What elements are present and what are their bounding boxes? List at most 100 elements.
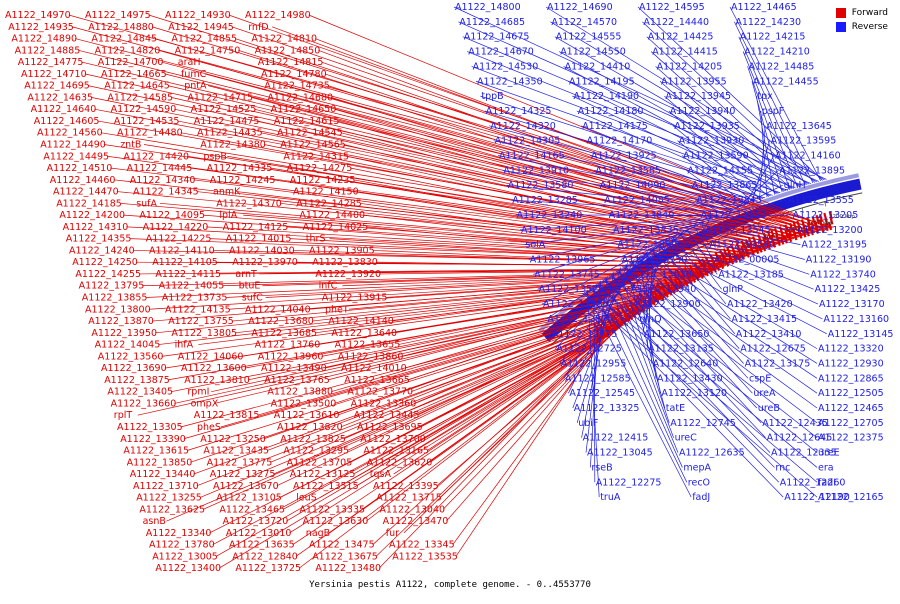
forward-gene-label: A1122_14220 (143, 222, 209, 233)
forward-gene-label: A1122_14040 (245, 304, 311, 315)
reverse-gene-label: A1122_13590 (683, 151, 749, 162)
forward-gene-label: A1122_13480 (315, 563, 381, 574)
legend: Forward Reverse (836, 6, 888, 34)
reverse-gene-label: A1122_14195 (569, 76, 635, 87)
reverse-gene-label: A1122_13425 (815, 284, 881, 295)
forward-gene-label: sufA (136, 198, 157, 209)
forward-gene-label: A1122_14150 (293, 187, 359, 198)
forward-gene-label: A1122_13830 (312, 257, 378, 268)
reverse-gene-label: A1122_13145 (828, 329, 894, 340)
reverse-gene-label: A1122_13955 (661, 76, 727, 87)
forward-gene-label: rnfD (248, 22, 268, 33)
reverse-gene-label: tpx (757, 91, 773, 102)
forward-gene-label: A1122_13735 (162, 293, 228, 304)
forward-gene-label: fur (386, 528, 399, 539)
reverse-gene-label: A1122_14165 (499, 151, 565, 162)
forward-gene-label: A1122_13295 (283, 446, 349, 457)
reverse-gene-label: ureA (753, 388, 776, 399)
forward-gene-label: A1122_14285 (296, 198, 362, 209)
reverse-gene-label: fadJ (692, 492, 710, 503)
forward-gene-label: btuE (239, 281, 261, 292)
forward-gene-label: A1122_13810 (184, 375, 250, 386)
reverse-gene-label: A1122_14230 (735, 17, 801, 28)
reverse-gene-label: A1122_13740 (810, 269, 876, 280)
reverse-gene-label: A1122_14570 (551, 17, 617, 28)
reverse-gene-label: A1122_13945 (665, 91, 731, 102)
forward-gene-label: A1122_14695 (24, 81, 90, 92)
reverse-gene-label: A1122_14170 (587, 136, 653, 147)
forward-gene-label: ihfA (175, 340, 194, 351)
forward-gene-label: A1122_13390 (120, 434, 186, 445)
forward-gene-label: A1122_14420 (123, 151, 189, 162)
reverse-gene-label: A1122_00005 (714, 255, 780, 266)
reverse-gene-label: A1122_12545 (569, 388, 635, 399)
forward-gene-label: A1122_14480 (117, 128, 183, 139)
reverse-gene-label: A1122_13240 (517, 210, 583, 221)
forward-gene-label: A1122_14545 (277, 128, 343, 139)
reverse-gene-label: glnH (784, 180, 806, 191)
forward-gene-label: A1122_13710 (133, 481, 199, 492)
reverse-gene-label: A1122_12505 (818, 388, 884, 399)
forward-gene-label: arnT (235, 269, 257, 280)
forward-gene-label: A1122_13960 (258, 351, 324, 362)
forward-gene-label: A1122_14255 (75, 269, 141, 280)
reverse-gene-label: A1122_12725 (556, 344, 622, 355)
forward-gene-label: A1122_14245 (210, 175, 276, 186)
forward-gene-label: A1122_13690 (101, 363, 167, 374)
reverse-gene-label: A1122_14440 (643, 17, 709, 28)
forward-gene-label: A1122_14250 (72, 257, 138, 268)
forward-gene-label: A1122_13755 (168, 316, 234, 327)
reverse-gene-label: A1122_14800 (455, 2, 521, 13)
reverse-gene-label: A1122_13645 (766, 121, 832, 132)
reverse-gene-label: A1122_12165 (818, 492, 884, 503)
reverse-gene-label: A1122_13320 (818, 344, 884, 355)
reverse-gene-label: truA (600, 492, 621, 503)
forward-gene-label: A1122_13475 (309, 540, 375, 551)
reverse-gene-label: A1122_14465 (731, 2, 797, 13)
reverse-gene-label: A1122_13910 (503, 165, 569, 176)
forward-gene-label: A1122_14935 (8, 22, 74, 33)
forward-gene-label: A1122_14715 (187, 92, 253, 103)
forward-gene-label: A1122_14045 (95, 340, 161, 351)
reverse-gene-label: A1122_13205 (793, 210, 859, 221)
forward-gene-label: A1122_13970 (232, 257, 298, 268)
forward-gene-label: A1122_14980 (245, 10, 311, 21)
forward-gene-label: asnB (143, 516, 166, 527)
forward-gene-label: A1122_14355 (66, 234, 132, 245)
forward-gene-label: A1122_14615 (274, 116, 340, 127)
forward-gene-label: A1122_14055 (159, 281, 225, 292)
reverse-gene-label: A1122_14595 (639, 2, 705, 13)
forward-gene-label: A1122_14855 (171, 34, 237, 45)
forward-gene-label: A1122_14240 (69, 245, 135, 256)
reverse-gene-label: A1122_14415 (652, 47, 718, 58)
forward-gene-label: A1122_14510 (47, 163, 113, 174)
legend-item-forward: Forward (836, 6, 888, 20)
forward-gene-label: A1122_14930 (165, 10, 231, 21)
forward-gene-label: A1122_14435 (197, 128, 263, 139)
forward-gene-label: A1122_13465 (219, 504, 285, 515)
reverse-gene-label: A1122_13190 (806, 255, 872, 266)
reverse-gene-label: A1122_12465 (818, 403, 884, 414)
reverse-gene-label: A1122_13935 (674, 121, 740, 132)
forward-gene-label: A1122_14135 (165, 304, 231, 315)
forward-gene-label: A1122_13775 (207, 457, 273, 468)
reverse-gene-label: A1122_14425 (648, 32, 714, 43)
forward-gene-label: A1122_14735 (264, 81, 330, 92)
legend-label-forward: Forward (852, 8, 888, 18)
reverse-gene-label: A1122_14690 (547, 2, 613, 13)
forward-gene-label: A1122_13440 (130, 469, 196, 480)
reverse-gene-label: A1122_12865 (818, 373, 884, 384)
forward-gene-label: A1122_13805 (171, 328, 237, 339)
reverse-gene-label: A1122_13865 (692, 180, 758, 191)
reverse-swatch (836, 22, 846, 32)
forward-gene-label: thrS (306, 234, 326, 245)
forward-gene-label: A1122_14095 (139, 210, 205, 221)
forward-gene-label: A1122_13625 (139, 504, 205, 515)
reverse-gene-label: A1122_13580 (508, 180, 574, 191)
forward-gene-label: A1122_14115 (155, 269, 221, 280)
reverse-gene-label: A1122_13845 (696, 195, 762, 206)
forward-gene-label: A1122_14850 (255, 45, 321, 56)
forward-gene-label: rplT (114, 410, 133, 421)
reverse-gene-label: A1122_14205 (657, 61, 723, 72)
forward-swatch (836, 8, 846, 18)
